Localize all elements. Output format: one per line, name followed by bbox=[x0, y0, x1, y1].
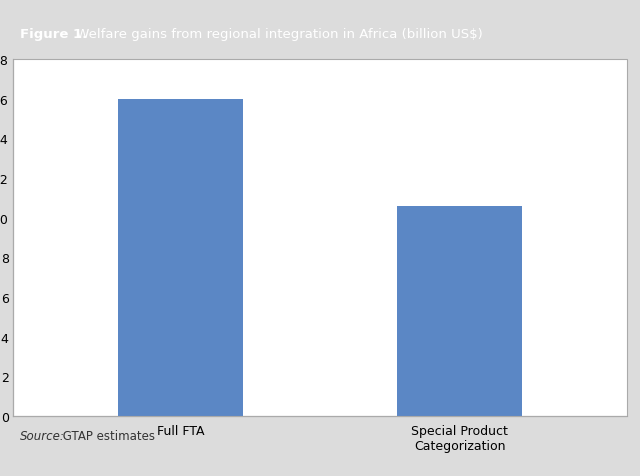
Bar bbox=[118, 99, 243, 416]
Text: Welfare gains from regional integration in Africa (billion US$): Welfare gains from regional integration … bbox=[72, 28, 483, 41]
Text: Figure 1.: Figure 1. bbox=[20, 28, 88, 41]
Text: Source:: Source: bbox=[20, 429, 65, 442]
Bar bbox=[397, 206, 522, 416]
Text: GTAP estimates: GTAP estimates bbox=[59, 429, 155, 442]
